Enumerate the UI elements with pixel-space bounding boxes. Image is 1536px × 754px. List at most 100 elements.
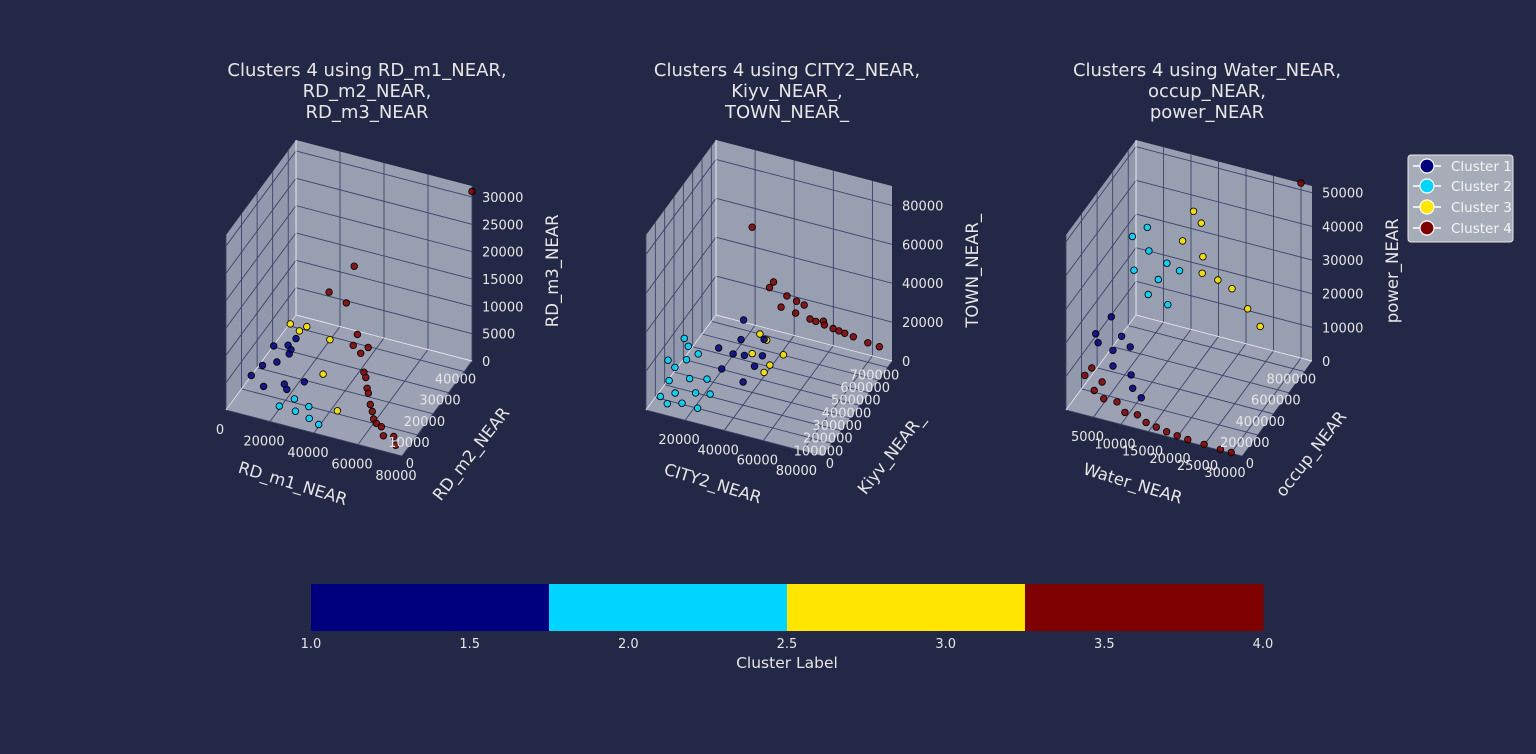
y-tick-label: 400000 — [822, 406, 872, 421]
grid-line — [241, 388, 418, 436]
legend-item-4: Cluster 4 — [1413, 220, 1512, 237]
data-point-cluster-2 — [671, 389, 679, 397]
data-point-cluster-4 — [390, 432, 398, 441]
data-point-cluster-1 — [760, 335, 768, 344]
data-point-cluster-4 — [864, 339, 872, 347]
z-tick-label: 40000 — [1322, 220, 1363, 235]
data-point-cluster-3 — [1256, 322, 1264, 331]
data-point-cluster-4 — [368, 407, 376, 416]
data-point-cluster-2 — [663, 400, 671, 408]
data-point-cluster-1 — [292, 334, 300, 343]
legend-label-1: Cluster 1 — [1451, 159, 1512, 175]
colorbar-tick-label: 2.0 — [618, 637, 639, 652]
colorbar-tick-label: 3.0 — [935, 637, 956, 652]
data-point-cluster-4 — [392, 441, 400, 449]
z-tick-label: 25000 — [482, 218, 523, 233]
data-point-cluster-1 — [258, 361, 267, 370]
data-point-cluster-2 — [305, 402, 313, 411]
data-point-cluster-3 — [760, 368, 768, 377]
z-tick-label: 30000 — [482, 191, 523, 206]
data-point-cluster-1 — [285, 350, 293, 358]
grid-line — [1065, 281, 1137, 377]
grid-line — [295, 232, 473, 280]
data-point-cluster-4 — [1090, 386, 1098, 395]
grid-line — [357, 349, 429, 445]
data-point-cluster-1 — [1137, 394, 1145, 402]
x-tick-label: 60000 — [331, 458, 372, 473]
data-point-cluster-3 — [1197, 219, 1205, 227]
x-tick-label: 15000 — [1122, 445, 1163, 460]
data-point-cluster-4 — [792, 297, 801, 305]
data-point-cluster-2 — [680, 334, 688, 343]
data-point-cluster-3 — [1198, 269, 1206, 277]
data-point-cluster-4 — [1297, 179, 1305, 187]
grid-line — [715, 159, 893, 206]
data-point-cluster-4 — [357, 349, 365, 357]
data-point-cluster-1 — [1109, 362, 1117, 370]
data-point-cluster-2 — [693, 404, 702, 412]
legend-marker-4 — [1419, 220, 1435, 236]
colorbar: 1.0 1.5 2.0 2.5 3.0 3.5 4.0 Cluster Label — [301, 584, 1273, 672]
data-point-cluster-3 — [333, 407, 342, 415]
data-point-cluster-4 — [362, 373, 370, 382]
subplot-title-line: TOWN_NEAR_ — [724, 102, 850, 123]
data-point-cluster-4 — [364, 343, 372, 352]
data-point-cluster-1 — [1109, 346, 1117, 355]
data-point-cluster-1 — [1107, 313, 1115, 321]
data-point-cluster-4 — [468, 187, 476, 196]
data-point-cluster-4 — [325, 288, 333, 296]
grid-line — [1175, 343, 1247, 440]
colorbar-segments — [311, 584, 1264, 631]
data-point-cluster-1 — [1127, 371, 1135, 379]
subplot-title-line: power_NEAR — [1150, 102, 1264, 123]
legend-item-1: Cluster 1 — [1413, 158, 1512, 175]
data-point-cluster-1 — [273, 358, 281, 366]
legend-marker-3 — [1419, 199, 1435, 215]
data-point-cluster-4 — [349, 341, 357, 350]
z-tick-label: 0 — [482, 355, 490, 370]
y-tick-label: 0 — [826, 457, 834, 472]
grid-line — [1081, 388, 1258, 436]
data-point-cluster-1 — [737, 335, 745, 344]
x-tick-label: 20000 — [658, 433, 699, 448]
z-tick-label: 30000 — [1322, 254, 1363, 269]
grid-line — [1065, 409, 1243, 457]
data-point-cluster-3 — [319, 370, 327, 378]
back-pane — [1136, 140, 1312, 361]
x-tick-label: 0 — [216, 423, 224, 438]
data-point-cluster-2 — [656, 392, 665, 401]
data-point-cluster-4 — [1200, 440, 1208, 449]
colorbar-segment-2 — [549, 584, 788, 631]
z-axis-label: power_NEAR — [1383, 218, 1403, 323]
subplot-title-line: Clusters 4 using RD_m1_NEAR, — [227, 60, 506, 81]
data-point-cluster-2 — [1145, 247, 1153, 255]
z-tick-label: 20000 — [482, 246, 523, 261]
subplot-3: 5000100001500020000250003000002000004000… — [1065, 60, 1403, 508]
grid-line — [1065, 213, 1137, 310]
grid-line — [225, 150, 297, 247]
z-tick-label: 10000 — [482, 300, 523, 315]
data-point-cluster-2 — [1144, 290, 1152, 299]
data-point-cluster-4 — [1081, 371, 1089, 380]
data-point-cluster-1 — [1117, 332, 1126, 340]
legend: Cluster 1 Cluster 2 Cluster 3 Cluster 4 — [1407, 154, 1514, 243]
legend-marker-1 — [1419, 158, 1435, 174]
grid-line — [295, 259, 473, 307]
data-point-cluster-4 — [1184, 435, 1192, 444]
data-point-cluster-3 — [326, 336, 334, 344]
y-tick-label: 300000 — [812, 419, 862, 434]
data-point-cluster-4 — [1088, 364, 1096, 372]
side-pane — [1066, 140, 1136, 410]
data-point-cluster-1 — [750, 362, 759, 370]
data-point-cluster-1 — [247, 371, 255, 380]
grid-line — [1096, 367, 1274, 415]
data-point-cluster-1 — [758, 352, 767, 360]
y-tick-label: 700000 — [850, 368, 900, 383]
data-point-cluster-3 — [303, 322, 311, 331]
data-point-cluster-4 — [875, 343, 884, 351]
pane-edge — [1065, 314, 1137, 411]
grid-line — [256, 367, 434, 415]
grid-line — [401, 360, 473, 457]
data-point-cluster-4 — [1227, 448, 1235, 457]
